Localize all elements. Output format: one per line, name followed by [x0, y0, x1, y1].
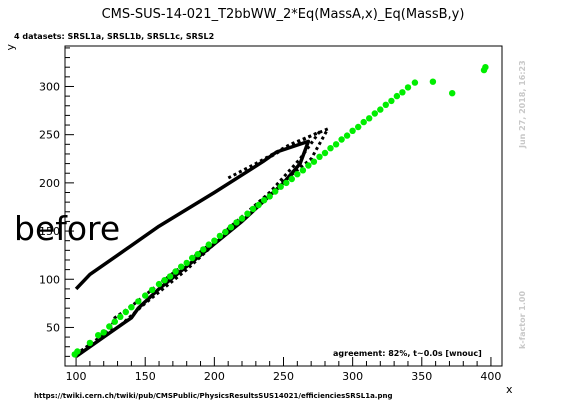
data-point	[321, 149, 329, 157]
x-tick-label: 400	[480, 370, 501, 383]
data-point	[100, 329, 107, 336]
data-point	[310, 158, 318, 165]
x-tick-label: 200	[204, 370, 225, 383]
side-kfactor: k-factor 1.00	[518, 291, 527, 349]
data-point	[178, 263, 185, 270]
data-point	[277, 183, 284, 190]
data-point	[377, 106, 384, 113]
data-point	[388, 97, 395, 105]
data-point	[148, 286, 156, 294]
data-point	[260, 197, 268, 204]
x-axis: 100 150 200 250 300 350 400	[66, 357, 501, 383]
y-tick-label: 300	[39, 80, 60, 93]
data-point	[189, 254, 196, 262]
y-axis: 50 100 150 200 250 300	[39, 47, 74, 357]
data-point	[135, 298, 142, 305]
data-point	[266, 193, 273, 200]
data-point	[343, 132, 351, 139]
data-point	[222, 228, 229, 236]
data-point	[482, 63, 489, 71]
data-point	[142, 292, 149, 299]
data-point	[172, 268, 179, 275]
data-point	[211, 237, 218, 244]
side-date: Jun 27, 2018, 16:23	[518, 60, 527, 149]
data-point	[244, 210, 251, 217]
data-point	[117, 313, 124, 320]
data-point	[106, 323, 113, 330]
data-point	[166, 273, 174, 280]
data-point	[233, 219, 240, 226]
x-tick-label: 300	[342, 370, 363, 383]
data-point	[86, 339, 94, 347]
data-point	[205, 241, 212, 248]
data-points	[71, 63, 489, 358]
data-point	[366, 115, 373, 122]
data-point	[355, 123, 362, 131]
x-tick-label: 250	[273, 370, 294, 383]
y-tick-label: 250	[39, 129, 60, 142]
data-point	[429, 78, 437, 85]
data-point	[449, 90, 456, 97]
data-point	[327, 145, 334, 152]
data-point	[393, 92, 401, 100]
data-point	[74, 348, 81, 355]
data-point	[111, 318, 119, 325]
data-point	[338, 136, 345, 143]
data-point	[95, 332, 102, 339]
data-point	[227, 224, 235, 231]
data-point	[382, 101, 389, 109]
data-point	[360, 118, 367, 126]
data-point	[283, 179, 290, 187]
data-point	[399, 89, 406, 96]
data-point	[238, 215, 246, 222]
data-point	[255, 201, 262, 209]
data-point	[249, 205, 257, 213]
y-tick-label: 150	[39, 225, 60, 238]
data-point	[183, 259, 190, 267]
data-point	[272, 188, 279, 195]
source-url: https://twiki.cern.ch/twiki/pub/CMSPubli…	[34, 392, 392, 400]
data-point	[305, 162, 312, 169]
dotted-contour-inner	[119, 130, 321, 327]
data-point	[288, 175, 295, 183]
data-point	[155, 280, 163, 288]
y-tick-label: 50	[46, 321, 60, 334]
solid-contour	[74, 139, 311, 358]
data-point	[411, 79, 419, 86]
overlay-text: before	[14, 209, 120, 248]
data-point	[122, 308, 129, 316]
x-axis-label: x	[506, 383, 513, 396]
y-axis-label: y	[4, 44, 17, 51]
data-point	[194, 251, 201, 258]
y-tick-label: 100	[39, 273, 60, 286]
data-point	[161, 277, 168, 284]
datasets-label: 4 datasets: SRSL1a, SRSL1b, SRSL1c, SRSL…	[14, 32, 214, 41]
data-point	[294, 171, 301, 178]
y-tick-label: 200	[39, 177, 60, 190]
data-point	[128, 304, 135, 311]
data-point	[200, 246, 207, 253]
data-point	[216, 232, 224, 240]
x-tick-label: 100	[66, 370, 87, 383]
data-point	[404, 84, 412, 91]
data-point	[349, 127, 356, 134]
agreement-text: agreement: 82%, t~0.0s [wnouc]	[333, 349, 482, 358]
data-point	[316, 153, 323, 160]
data-point	[371, 110, 378, 117]
x-tick-label: 150	[135, 370, 156, 383]
chart-title: CMS-SUS-14-021_T2bbWW_2*Eq(MassA,x)_Eq(M…	[102, 7, 465, 22]
data-point	[299, 167, 307, 174]
data-point	[332, 141, 340, 148]
x-tick-label: 350	[411, 370, 432, 383]
